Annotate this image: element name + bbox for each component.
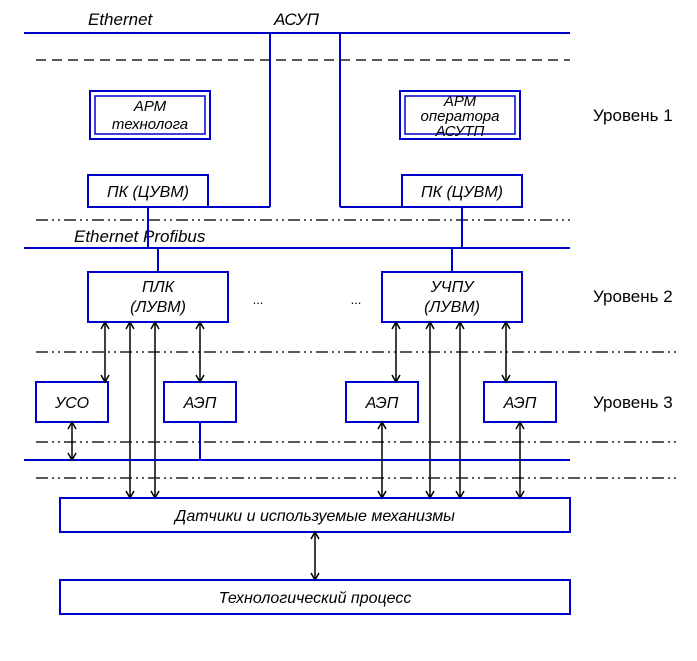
asup-label: АСУП (273, 10, 320, 29)
plc-l2: (ЛУВМ) (130, 299, 186, 316)
ethernet-profibus-label: Ethernet Profibus (74, 227, 206, 246)
process-text: Технологический процесс (219, 590, 412, 607)
arm-op-l3: АСУТП (435, 123, 485, 140)
ethernet-top-label: Ethernet (88, 10, 154, 29)
sensors-text: Датчики и используемые механизмы (173, 508, 455, 525)
arm-tech-l1: АРМ (133, 98, 167, 115)
aep1-text: АЭП (183, 395, 217, 412)
uso-text: УСО (54, 395, 89, 412)
pc-left-text: ПК (ЦУВМ) (107, 184, 189, 201)
level2-label: Уровень 2 (593, 287, 673, 306)
cnc-l1: УЧПУ (430, 279, 476, 296)
ellipsis-1: ... (253, 292, 264, 307)
aep3-text: АЭП (503, 395, 537, 412)
cnc-l2: (ЛУВМ) (424, 299, 480, 316)
level3-label: Уровень 3 (593, 393, 673, 412)
pc-right-text: ПК (ЦУВМ) (421, 184, 503, 201)
plc-l1: ПЛК (142, 279, 176, 296)
ellipsis-2: ... (351, 292, 362, 307)
level1-label: Уровень 1 (593, 106, 673, 125)
arm-tech-l2: технолога (112, 116, 188, 133)
aep2-text: АЭП (365, 395, 399, 412)
